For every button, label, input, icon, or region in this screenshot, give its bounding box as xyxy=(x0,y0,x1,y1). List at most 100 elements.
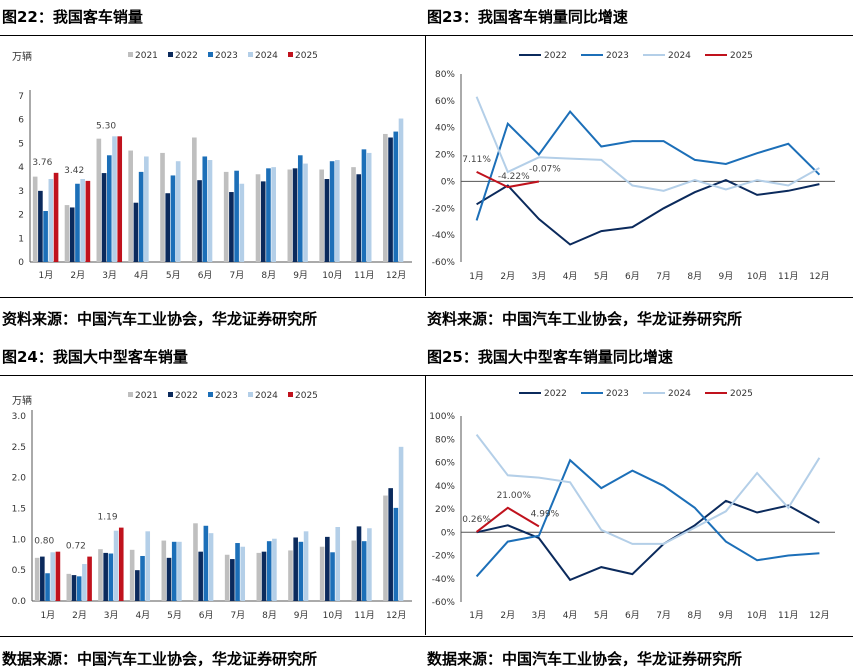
data-label: 0.80 xyxy=(34,537,54,547)
bar xyxy=(75,183,80,262)
bar xyxy=(266,541,272,601)
bar xyxy=(292,168,298,262)
data-label: 3.42 xyxy=(64,166,84,176)
x-tick-label: 3月 xyxy=(104,610,119,621)
bar xyxy=(230,559,235,601)
bar xyxy=(98,549,103,601)
bar xyxy=(356,526,362,601)
y-tick-label: 80% xyxy=(435,435,455,445)
y-tick-label: 2.0 xyxy=(12,474,27,484)
chart-svg: 万辆 2021 2022 2023 2024 2025 0.0 0.5 1.0 1.5 2.0 2.5… xyxy=(12,391,412,621)
unit-label: 万辆 xyxy=(12,394,32,407)
y-tick-label: 5 xyxy=(18,139,24,149)
legend-label: 2023 xyxy=(215,51,238,61)
legend-label: 2024 xyxy=(668,51,691,61)
bar xyxy=(351,540,357,601)
x-tick-label: 9月 xyxy=(719,610,734,621)
y-tick-label: 1.0 xyxy=(12,535,27,545)
legend-label: 2023 xyxy=(606,51,629,61)
bar xyxy=(207,160,213,262)
bar xyxy=(129,549,135,601)
bar xyxy=(113,530,119,601)
legend-swatch xyxy=(248,392,253,397)
unit-label: 万辆 xyxy=(12,50,32,63)
bar xyxy=(203,525,209,601)
legend-swatch xyxy=(288,52,293,57)
x-tick-label: 6月 xyxy=(199,610,214,621)
bar xyxy=(240,546,246,601)
bar xyxy=(319,169,324,262)
x-tick-label: 5月 xyxy=(594,271,609,282)
y-tick-label: -40% xyxy=(432,231,456,241)
bar xyxy=(87,556,92,601)
y-tick-label: 0% xyxy=(441,177,456,187)
bar xyxy=(171,541,177,601)
bar xyxy=(82,564,87,601)
bar xyxy=(175,161,181,262)
x-tick-label: 2月 xyxy=(72,610,87,621)
x-tick-label: 6月 xyxy=(198,270,213,281)
x-tick-label: 7月 xyxy=(230,270,245,281)
legend-swatch xyxy=(168,52,173,57)
bar xyxy=(135,570,140,601)
bar xyxy=(388,137,393,262)
y-tick-label: 6 xyxy=(18,116,24,126)
bar xyxy=(140,555,145,601)
x-tick-label: 3月 xyxy=(102,270,117,281)
y-tick-label: 80% xyxy=(435,70,455,80)
x-tick-label: 4月 xyxy=(563,271,578,282)
legend-label: 2025 xyxy=(730,389,753,399)
series-line xyxy=(476,179,820,246)
bar xyxy=(40,556,45,601)
x-tick-label: 12月 xyxy=(386,610,406,621)
data-label: 5.30 xyxy=(96,121,116,131)
x-tick-label: 10月 xyxy=(747,271,767,282)
chart-svg: 2022 2023 2024 2025 -60% -40% -20% 0% 20% 40% 60% 8… xyxy=(425,376,835,635)
bar xyxy=(48,179,54,262)
legend-label: 2022 xyxy=(175,391,198,401)
bar xyxy=(335,160,340,262)
chart-large-medium-bus-yoy: 2022 2023 2024 2025 -60% -40% -20% 0% 20% 40% 60% 8… xyxy=(425,376,853,635)
panel-title: 图24：我国大中型客车销量 xyxy=(2,348,188,366)
x-tick-label: 9月 xyxy=(293,270,308,281)
bar xyxy=(393,507,399,601)
x-tick-label: 8月 xyxy=(687,610,702,621)
bar xyxy=(398,118,404,263)
x-tick-label: 7月 xyxy=(656,271,671,282)
bar xyxy=(85,180,91,262)
bar xyxy=(383,495,388,601)
y-tick-label: 2 xyxy=(18,211,24,221)
x-tick-label: 10月 xyxy=(322,270,342,281)
legend-label: 2024 xyxy=(255,391,278,401)
bar xyxy=(256,552,262,601)
bar xyxy=(239,183,245,262)
y-tick-label: 0% xyxy=(441,528,456,538)
y-tick-label: -20% xyxy=(432,552,456,562)
bar xyxy=(198,551,203,601)
x-tick-label: 4月 xyxy=(563,610,578,621)
bar xyxy=(272,538,277,601)
legend-swatch xyxy=(128,392,133,397)
source-note: 数据来源：中国汽车工业协会，华龙证券研究所 xyxy=(427,650,743,668)
legend-label: 2024 xyxy=(668,389,691,399)
x-tick-label: 9月 xyxy=(294,610,309,621)
bar xyxy=(330,552,335,601)
bar xyxy=(50,552,56,601)
bar xyxy=(103,552,108,601)
bar xyxy=(255,174,261,262)
y-tick-label: 3.0 xyxy=(12,412,27,422)
legend-swatch xyxy=(288,392,293,397)
y-tick-label: 1 xyxy=(18,234,24,244)
y-tick-label: 3 xyxy=(18,187,24,197)
bar xyxy=(293,537,298,601)
x-tick-label: 4月 xyxy=(135,610,150,621)
panel-title: 图23：我国客车销量同比增速 xyxy=(427,8,628,26)
x-tick-label: 2月 xyxy=(500,271,515,282)
legend-swatch xyxy=(208,392,213,397)
bar xyxy=(224,554,230,601)
bar xyxy=(170,175,176,262)
bar xyxy=(108,553,114,601)
bar xyxy=(160,152,165,262)
bar xyxy=(96,138,102,262)
bar xyxy=(76,576,82,601)
